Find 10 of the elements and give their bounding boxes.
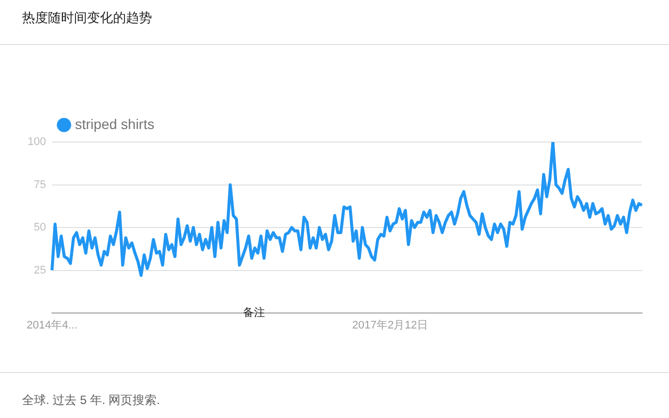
chart-title: 热度随时间变化的趋势 [22, 9, 152, 27]
x-tick-label: 2017年2月12日 [352, 320, 428, 332]
legend-label: striped shirts [75, 116, 154, 132]
y-tick-label: 100 [28, 136, 46, 148]
x-tick-label: 2014年4... [26, 320, 78, 332]
y-tick-label: 75 [34, 178, 46, 191]
annotation: 备注 [243, 306, 265, 320]
y-tick-label: 25 [34, 264, 46, 276]
y-tick-label: 50 [34, 222, 46, 234]
text: 全球. 过去 5 年. 网页搜索. [22, 392, 160, 409]
